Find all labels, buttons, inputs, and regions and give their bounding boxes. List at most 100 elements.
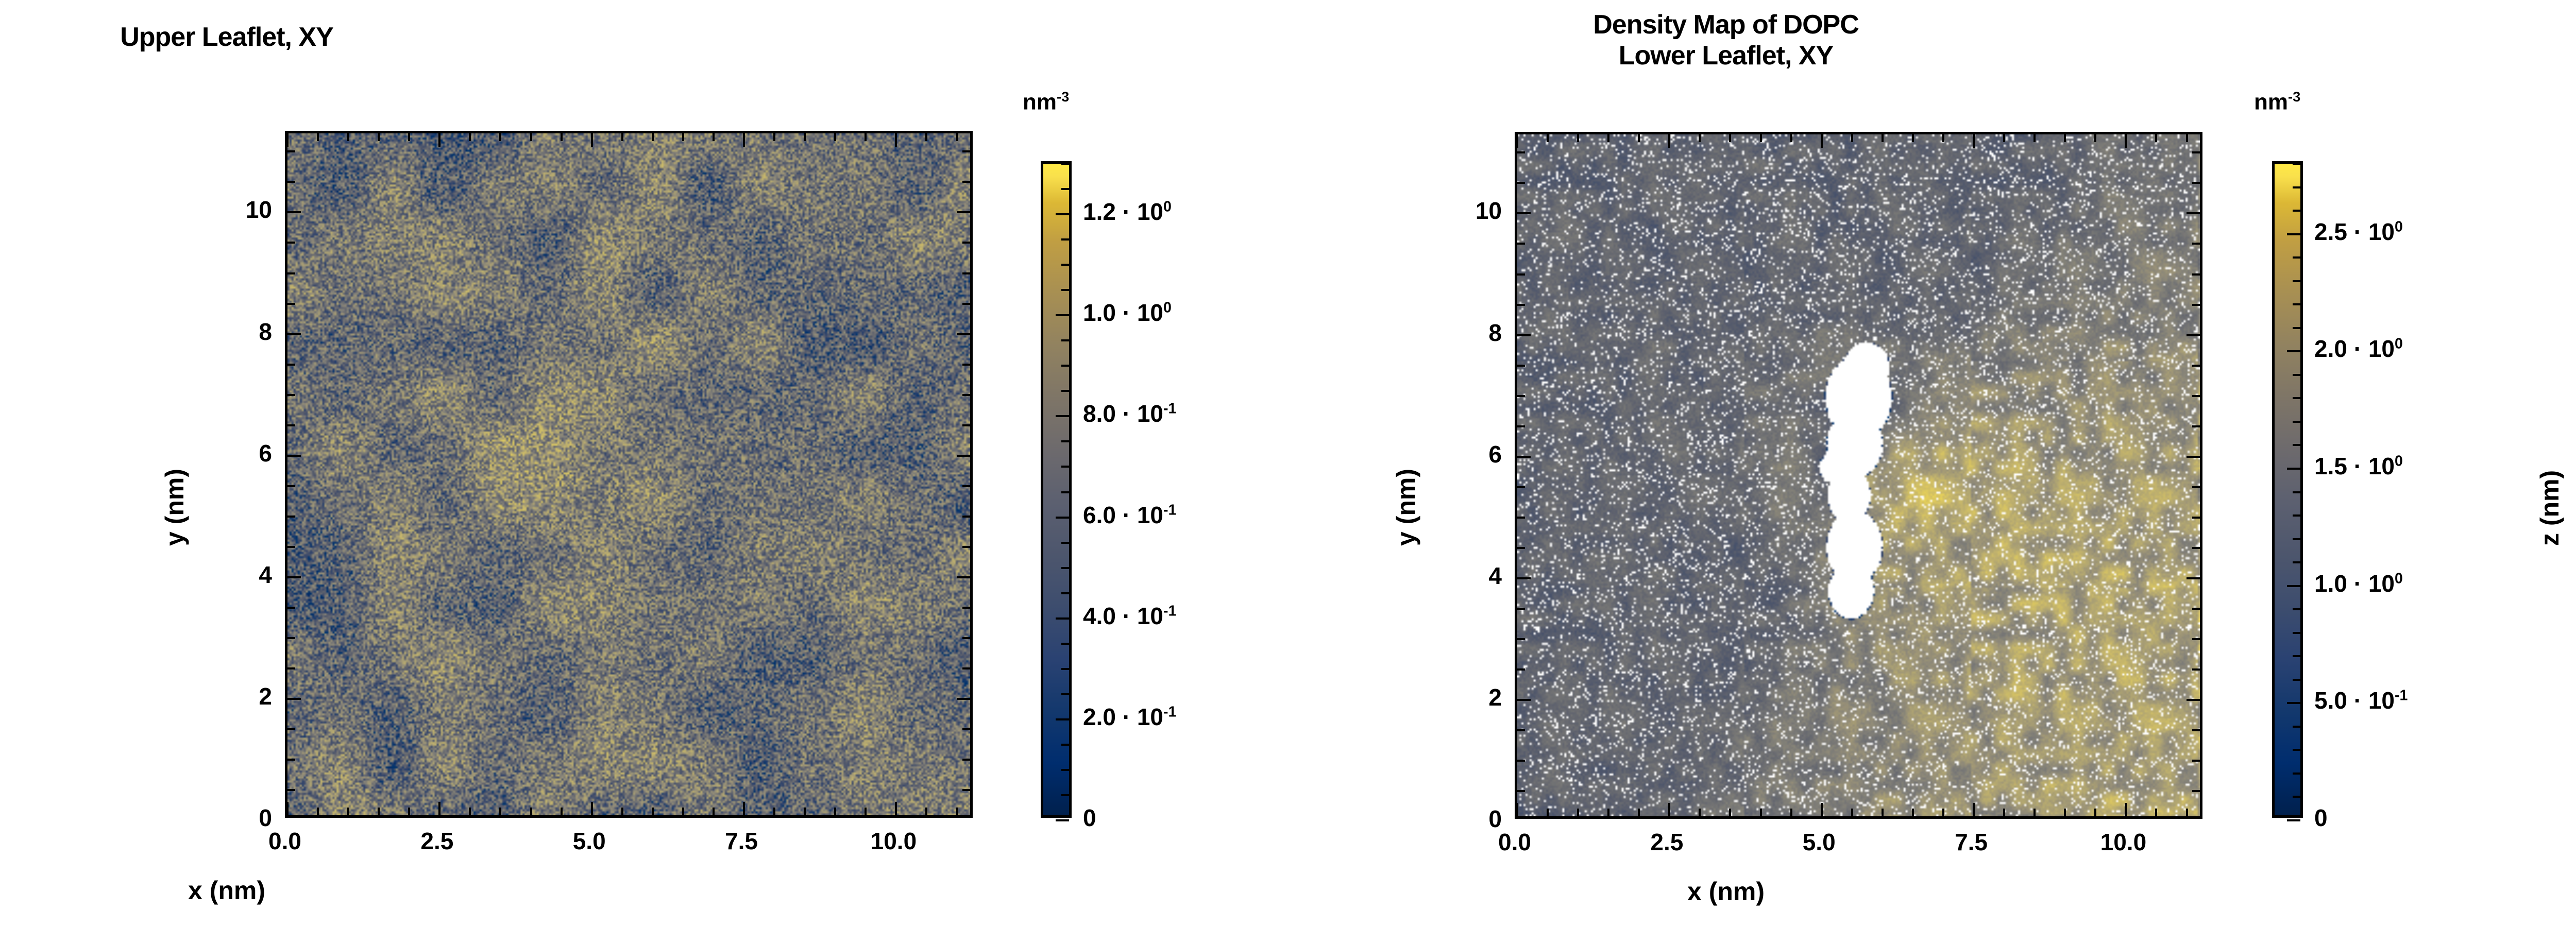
panel-lower-leaflet-title: Lower Leaflet, XY xyxy=(1618,41,1834,71)
axis-tick xyxy=(1851,134,1853,142)
axis-tick xyxy=(962,667,970,670)
axis-tick xyxy=(1729,809,1732,816)
axis-tick xyxy=(287,697,295,700)
axis-tick xyxy=(962,150,970,153)
upper-leaflet-colorbar-label: 2.0 · 10-1 xyxy=(1083,703,1177,730)
figure-suptitle: Density Map of DOPC xyxy=(1593,10,1859,40)
axis-tick xyxy=(287,211,295,214)
colorbar-minor-tick xyxy=(2293,772,2300,775)
axis-tick xyxy=(2125,809,2127,816)
axis-tick xyxy=(773,133,776,141)
lower-leaflet-colorbar-label: 1.5 · 100 xyxy=(2314,452,2403,479)
colorbar-minor-tick xyxy=(2293,725,2300,728)
axis-tick xyxy=(1668,134,1671,142)
axis-tick xyxy=(804,133,806,141)
axis-tick xyxy=(865,808,867,815)
axis-tick xyxy=(287,728,295,730)
axis-tick xyxy=(590,808,593,815)
axis-tick xyxy=(1790,134,1792,142)
axis-tick xyxy=(962,272,970,274)
axis-tick xyxy=(378,808,380,815)
axis-tick xyxy=(962,637,970,639)
upper-leaflet-colorbar-label: 8.0 · 10-1 xyxy=(1083,400,1177,427)
axis-tick xyxy=(1729,134,1732,142)
y-tick-label: 4 xyxy=(1488,562,1502,589)
axis-tick xyxy=(1517,546,1525,549)
axis-tick xyxy=(438,133,441,141)
axis-tick xyxy=(962,181,970,183)
axis-tick xyxy=(2192,546,2200,549)
axis-tick xyxy=(2185,134,2188,142)
axis-tick xyxy=(621,133,623,141)
axis-tick xyxy=(1517,607,1525,610)
axis-tick xyxy=(287,424,295,426)
y-tick-label: 10 xyxy=(1475,197,1502,225)
panel-upper-leaflet-title: Upper Leaflet, XY xyxy=(120,22,334,52)
colorbar-minor-tick xyxy=(2293,585,2300,587)
axis-tick xyxy=(469,133,471,141)
y-tick-label: 6 xyxy=(1488,440,1502,468)
axis-tick xyxy=(895,133,897,141)
x-tick-label: 7.5 xyxy=(1955,829,1988,855)
colorbar-minor-tick xyxy=(2293,819,2300,821)
axis-tick xyxy=(499,133,502,141)
colorbar-minor-tick xyxy=(2293,514,2300,517)
y-tick-label: 8 xyxy=(259,318,272,345)
colorbar-minor-tick xyxy=(1061,667,1069,670)
colorbar-minor-tick xyxy=(2293,327,2300,329)
panel-upper-leaflet: Upper Leaflet, XY x (nm) y (nm) nm-3 0 2 4… xyxy=(0,0,1236,927)
colorbar-minor-tick xyxy=(1061,466,1069,468)
axis-tick xyxy=(962,333,970,335)
upper-leaflet-colorbar xyxy=(1041,161,1072,821)
colorbar-minor-tick xyxy=(2293,186,2300,188)
axis-tick xyxy=(2192,486,2200,488)
axis-tick xyxy=(1699,134,1701,142)
transversal-yaxis-label: z (nm) xyxy=(2535,470,2564,546)
axis-tick xyxy=(834,808,837,815)
upper-leaflet-yaxis-label: y (nm) xyxy=(160,469,189,546)
axis-tick xyxy=(287,637,295,639)
axis-tick xyxy=(1699,809,1701,816)
axis-tick xyxy=(530,808,532,815)
axis-tick xyxy=(287,515,295,518)
axis-tick xyxy=(743,133,745,141)
colorbar-minor-tick xyxy=(2293,491,2300,493)
axis-tick xyxy=(962,728,970,730)
colorbar-minor-tick xyxy=(1061,768,1069,771)
axis-tick xyxy=(2192,759,2200,762)
colorbar-minor-tick xyxy=(2293,538,2300,540)
axis-tick xyxy=(962,758,970,761)
axis-tick xyxy=(962,697,970,700)
upper-leaflet-colorbar-unit: nm-3 xyxy=(1023,89,1070,115)
colorbar-minor-tick xyxy=(2293,397,2300,400)
y-tick-label: 2 xyxy=(1488,683,1502,711)
axis-tick xyxy=(1517,243,1525,245)
axis-tick xyxy=(1577,134,1580,142)
axis-tick xyxy=(1517,638,1525,640)
axis-tick xyxy=(962,454,970,457)
colorbar-minor-tick xyxy=(1061,617,1069,620)
axis-tick xyxy=(408,808,411,815)
colorbar-minor-tick xyxy=(1061,541,1069,544)
axis-tick xyxy=(2192,334,2200,336)
upper-leaflet-colorbar-label: 6.0 · 10-1 xyxy=(1083,501,1177,528)
axis-tick xyxy=(2192,668,2200,671)
axis-tick xyxy=(2155,809,2158,816)
axis-tick xyxy=(1911,809,1914,816)
axis-tick xyxy=(773,808,776,815)
axis-tick xyxy=(1881,809,1884,816)
lower-leaflet-heatmap xyxy=(1517,134,2200,816)
upper-leaflet-plot-area xyxy=(285,131,973,818)
axis-tick xyxy=(651,133,654,141)
axis-tick xyxy=(1820,809,1823,816)
axis-tick xyxy=(287,302,295,305)
y-tick-label: 0 xyxy=(2568,459,2576,487)
axis-tick xyxy=(962,576,970,578)
colorbar-minor-tick xyxy=(2293,303,2300,306)
axis-tick xyxy=(1790,809,1792,816)
axis-tick xyxy=(287,606,295,609)
colorbar-minor-tick xyxy=(2293,702,2300,705)
axis-tick xyxy=(962,515,970,518)
colorbar-minor-tick xyxy=(1061,264,1069,266)
